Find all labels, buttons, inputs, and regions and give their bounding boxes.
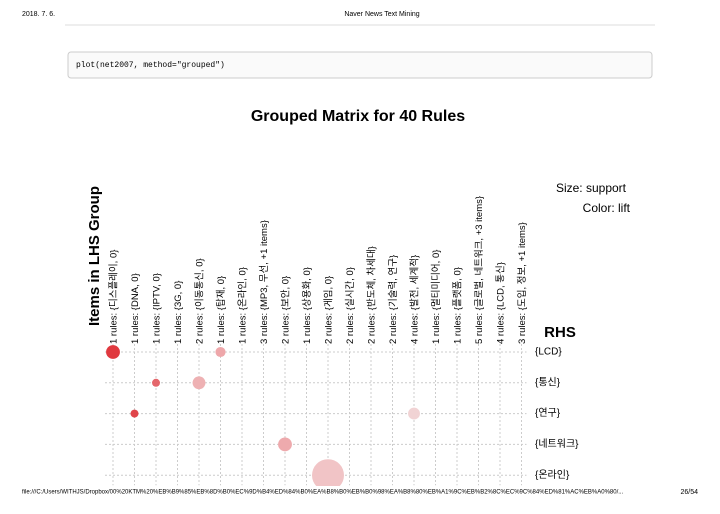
rhs-label: {네트워크} [535,437,579,450]
lhs-label: 1 rules: {디스플레이, 0} [109,250,120,344]
color-legend: Color: lift [583,201,631,215]
rhs-label: {연구} [535,407,561,419]
footer-url: file:///C:/Users/WITHJS/Dropbox/00%20KTM… [22,490,624,496]
lhs-label: 2 rules: {기술력, 연구} [387,255,399,344]
bubble [215,346,226,358]
rhs-label: {온라인} [535,469,570,481]
print-title: Naver News Text Mining [344,11,419,18]
code-box [67,51,653,79]
code: plot(net2007, method="grouped") [76,61,225,70]
lhs-label: 2 rules: {게임, 0} [323,276,335,344]
lhs-label: 1 rules: {3G, 0} [173,281,184,344]
lhs-label: 1 rules: {플랫폼, 0} [453,267,464,344]
lhs-label: 1 rules: {탑재, 0} [215,276,227,344]
print-date: 2018. 7. 6. [22,11,55,18]
bubble [192,376,206,390]
lhs-label: 1 rules: {멀티미디어, 0} [430,250,442,344]
x-label: RHS [544,324,576,341]
lhs-label: 5 rules: {글로벌, 네트워크, +3 items} [474,196,485,344]
lhs-label: 1 rules: {IPTV, 0} [152,273,163,344]
lhs-label: 1 rules: {상용화, 0} [302,267,313,344]
bubble [106,345,120,359]
lhs-label: 3 rules: {도입, 정보, +1 items} [516,222,528,344]
bubble [408,407,420,420]
lhs-label: 2 rules: {이동통신, 0} [195,258,206,344]
rhs-label: {LCD} [535,347,562,358]
chart-title: Grouped Matrix for 40 Rules [251,108,465,125]
lhs-label: 1 rules: {DNA, 0} [130,273,141,344]
lhs-label: 3 rules: {MP3, 무선, +1 items} [259,220,270,344]
footer-bg [0,486,720,509]
bubble [152,378,160,387]
lhs-label: 2 rules: {보안, 0} [281,276,292,344]
bubble [312,459,344,492]
matrix: 1 rules: {디스플레이, 0} 1 rules: {DNA, 0} 1 ru… [105,196,579,492]
lhs-label: 4 rules: {발전, 세계적} [409,255,421,344]
size-legend: Size: support [556,181,627,195]
lhs-label: 1 rules: {온라인, 0} [238,267,249,344]
y-label: Items in LHS Group [86,186,103,326]
page-number: 26/54 [680,489,698,496]
bubble [130,409,139,418]
lhs-label: 2 rules: {실시간, 0} [345,267,356,344]
lhs-label: 4 rules: {LCD, 통신} [496,262,507,344]
rhs-label: {통신} [535,376,561,388]
lhs-label: 2 rules: {반도체, 차세대} [366,246,378,344]
bubble [278,437,292,452]
